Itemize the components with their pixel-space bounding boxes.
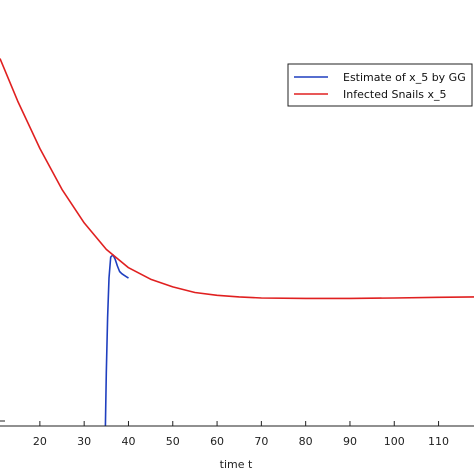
series-line-estimate — [104, 254, 129, 426]
x-tick-label-20: 20 — [33, 435, 47, 448]
x-tick-label-40: 40 — [121, 435, 135, 448]
x-axis-ticks: 20 30 40 50 60 70 80 90 100 110 — [0, 420, 449, 448]
x-tick-label-50: 50 — [166, 435, 180, 448]
x-tick-label-30: 30 — [77, 435, 91, 448]
x-axis-title: time t — [220, 458, 253, 471]
series-line-infected — [0, 58, 474, 300]
legend-label-estimate: Estimate of x_5 by GG — [343, 71, 466, 84]
x-tick-label-90: 90 — [343, 435, 357, 448]
legend-box — [287, 63, 473, 107]
series-layer — [0, 58, 474, 426]
x-tick-label-70: 70 — [254, 435, 268, 448]
legend: Estimate of x_5 by GG Infected Snails x_… — [287, 63, 473, 107]
legend-label-infected: Infected Snails x_5 — [343, 88, 447, 101]
x-tick-label-60: 60 — [210, 435, 224, 448]
x-tick-label-80: 80 — [299, 435, 313, 448]
x-tick-label-100: 100 — [384, 435, 405, 448]
x-tick-label-110: 110 — [428, 435, 449, 448]
